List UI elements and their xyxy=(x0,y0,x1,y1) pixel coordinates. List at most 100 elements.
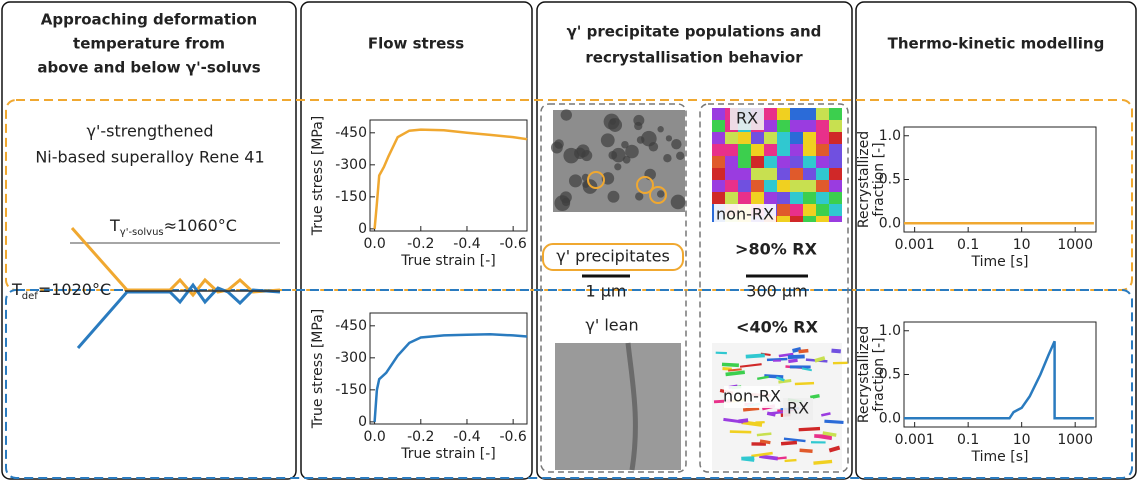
y-tick-label: -300 xyxy=(335,350,367,366)
micro-label: RX xyxy=(787,399,809,418)
precipitate xyxy=(608,191,620,203)
micro-label: γ' precipitates xyxy=(556,247,670,266)
y-tick-label: -300 xyxy=(335,157,367,173)
x-tick-label: 0.001 xyxy=(895,432,935,448)
y-tick-label: 0.0 xyxy=(879,410,901,426)
grain xyxy=(816,192,829,204)
grain xyxy=(829,156,842,168)
precipitate xyxy=(671,195,686,210)
precipitate xyxy=(641,131,657,147)
y-axis-label: True stress [MPa] xyxy=(310,116,326,236)
grain xyxy=(725,144,738,156)
grain xyxy=(829,180,842,192)
x-tick-label: 0.1 xyxy=(957,432,979,448)
grain-streak xyxy=(726,372,745,374)
grain-streak xyxy=(757,434,772,435)
precipitate xyxy=(569,174,582,187)
grain xyxy=(725,168,738,180)
alloy-text: γ'-strengthened xyxy=(86,122,213,141)
grain-streak xyxy=(741,458,754,459)
grain xyxy=(829,144,842,156)
grain xyxy=(829,204,842,216)
grain xyxy=(764,108,777,120)
plot-frame xyxy=(904,322,1096,427)
grain xyxy=(751,180,764,192)
grain-streak xyxy=(813,461,832,463)
x-tick-label: -0.4 xyxy=(453,429,480,445)
grain xyxy=(751,192,764,204)
header: temperature from xyxy=(73,35,225,53)
grain xyxy=(803,108,816,120)
header: Approaching deformation xyxy=(41,11,257,29)
y-tick-label: 0 xyxy=(358,221,367,237)
grain xyxy=(725,132,738,144)
grain-streak xyxy=(722,369,731,370)
grain xyxy=(829,132,842,144)
value: =1020°C xyxy=(38,280,111,299)
y-axis-label: fraction [-] xyxy=(871,142,887,216)
grain-streak xyxy=(746,355,765,356)
y-tick-label: 0.0 xyxy=(879,215,901,231)
grain xyxy=(816,144,829,156)
grain xyxy=(777,216,790,222)
grain-streak xyxy=(781,442,797,443)
grain xyxy=(725,156,738,168)
grain xyxy=(712,144,725,156)
grain-streak xyxy=(785,460,797,461)
grain xyxy=(816,180,829,192)
grain xyxy=(777,192,790,204)
grain xyxy=(777,204,790,216)
grain-streak xyxy=(824,421,843,422)
symbol: T xyxy=(109,216,120,235)
y-tick-label: -150 xyxy=(335,382,367,398)
precipitate xyxy=(634,122,642,130)
grain xyxy=(764,180,777,192)
micro-label: non-RX xyxy=(723,387,781,406)
grain xyxy=(790,180,803,192)
rx-fraction: >80% RX xyxy=(735,240,818,259)
grain xyxy=(764,132,777,144)
grain xyxy=(738,180,751,192)
grain xyxy=(777,156,790,168)
grain xyxy=(777,120,790,132)
alloy-text: Ni-based superalloy Rene 41 xyxy=(35,148,264,167)
grain xyxy=(777,180,790,192)
precipitate xyxy=(562,198,570,206)
x-tick-label: 10 xyxy=(1013,237,1031,253)
y-axis-label: True stress [MPa] xyxy=(310,309,326,429)
grain xyxy=(803,192,816,204)
grain xyxy=(790,156,803,168)
plot-frame xyxy=(370,313,527,424)
grain-streak xyxy=(767,413,775,415)
grain xyxy=(790,132,803,144)
value: ≈1060°C xyxy=(164,216,237,235)
y-axis-label: Recrystallized xyxy=(856,131,872,228)
figure: Approaching deformation temperature from… xyxy=(0,0,1138,481)
grain-streak xyxy=(777,458,786,459)
header: γ' precipitate populations and xyxy=(567,23,822,41)
grain-streak xyxy=(795,383,814,384)
precipitate xyxy=(608,151,617,160)
data-line xyxy=(375,130,527,229)
precipitate xyxy=(671,139,681,149)
grain xyxy=(764,192,777,204)
x-tick-label: -0.2 xyxy=(407,429,434,445)
grain xyxy=(764,144,777,156)
grain xyxy=(751,144,764,156)
x-tick-label: -0.2 xyxy=(407,236,434,252)
precipitate xyxy=(551,142,563,154)
grain-streak xyxy=(799,429,820,430)
subscript: γ'-solvus xyxy=(120,227,164,238)
grain xyxy=(712,180,725,192)
precipitate xyxy=(601,133,615,147)
grain-streak xyxy=(778,380,791,382)
grain xyxy=(803,216,816,222)
x-axis-label: True strain [-] xyxy=(400,446,496,462)
grain xyxy=(803,144,816,156)
precipitate xyxy=(657,190,664,197)
grain-streak xyxy=(738,420,748,421)
grain xyxy=(751,156,764,168)
grain xyxy=(790,144,803,156)
scale-label: 300 µm xyxy=(746,282,807,301)
grain xyxy=(816,108,829,120)
